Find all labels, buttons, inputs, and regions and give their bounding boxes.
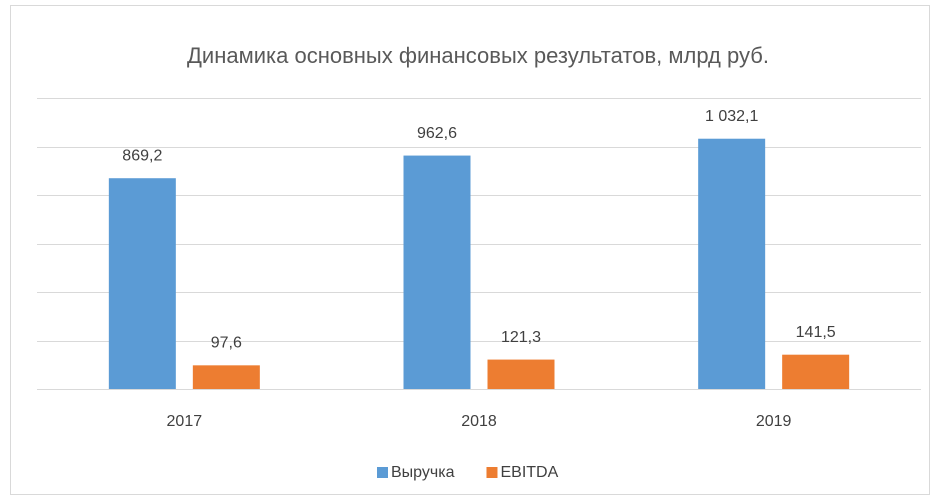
bar: [192, 365, 260, 389]
x-tick-label: 2017: [167, 413, 203, 430]
x-tick-label: 2019: [756, 413, 792, 430]
legend-label: Выручка: [391, 464, 455, 481]
bar: [782, 354, 850, 389]
data-label: 1 032,1: [705, 108, 758, 125]
data-label: 141,5: [796, 324, 836, 341]
bar: [108, 178, 176, 389]
legend-label: EBITDA: [500, 464, 558, 481]
data-label: 962,6: [417, 125, 457, 142]
data-label: 869,2: [122, 147, 162, 164]
chart-title: Динамика основных финансовых результатов…: [187, 43, 769, 68]
x-tick-label: 2018: [461, 413, 497, 430]
bar: [403, 155, 471, 389]
data-label: 97,6: [211, 335, 242, 352]
data-label: 121,3: [501, 329, 541, 346]
legend-swatch: [486, 467, 498, 478]
legend-swatch: [377, 467, 388, 478]
bar: [698, 138, 766, 389]
bar: [487, 359, 555, 389]
